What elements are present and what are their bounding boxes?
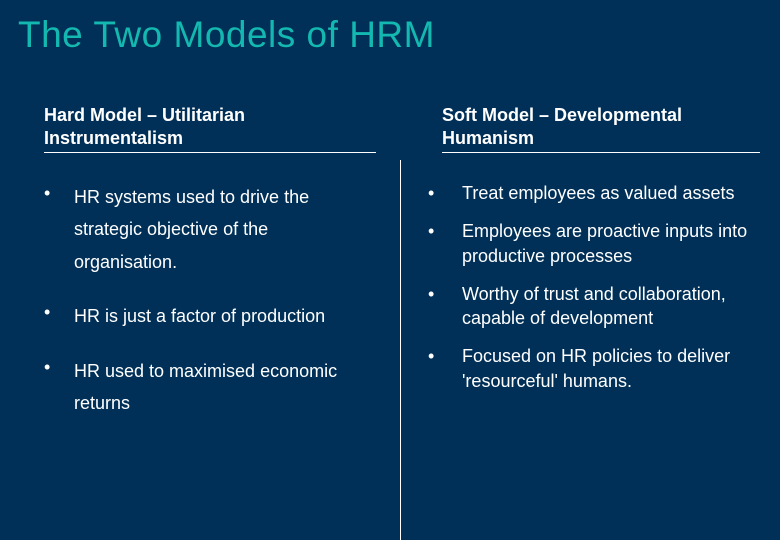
bullet-text: HR is just a factor of production: [74, 300, 376, 332]
list-item: • HR is just a factor of production: [44, 300, 376, 332]
right-column: Soft Model – Developmental Humanism • Tr…: [400, 104, 760, 441]
slide-title: The Two Models of HRM: [18, 14, 760, 56]
slide: The Two Models of HRM Hard Model – Utili…: [0, 0, 780, 540]
bullet-text: Employees are proactive inputs into prod…: [462, 219, 760, 268]
list-item: • Treat employees as valued assets: [428, 181, 760, 205]
bullet-text: Focused on HR policies to deliver 'resou…: [462, 344, 760, 393]
bullet-text: HR used to maximised economic returns: [74, 355, 376, 420]
list-item: • HR systems used to drive the strategic…: [44, 181, 376, 278]
bullet-text: Worthy of trust and collaboration, capab…: [462, 282, 760, 331]
bullet-text: Treat employees as valued assets: [462, 181, 760, 205]
right-bullet-list: • Treat employees as valued assets • Emp…: [428, 181, 760, 393]
bullet-icon: •: [428, 181, 462, 205]
bullet-icon: •: [428, 219, 462, 268]
left-bullet-list: • HR systems used to drive the strategic…: [44, 181, 376, 419]
vertical-divider: [400, 160, 401, 540]
right-heading: Soft Model – Developmental Humanism: [442, 104, 760, 153]
list-item: • Employees are proactive inputs into pr…: [428, 219, 760, 268]
bullet-icon: •: [44, 181, 74, 278]
left-column: Hard Model – Utilitarian Instrumentalism…: [44, 104, 400, 441]
columns-container: Hard Model – Utilitarian Instrumentalism…: [18, 104, 760, 441]
list-item: • Worthy of trust and collaboration, cap…: [428, 282, 760, 331]
bullet-icon: •: [44, 300, 74, 332]
list-item: • Focused on HR policies to deliver 'res…: [428, 344, 760, 393]
bullet-icon: •: [428, 282, 462, 331]
list-item: • HR used to maximised economic returns: [44, 355, 376, 420]
bullet-icon: •: [44, 355, 74, 420]
bullet-text: HR systems used to drive the strategic o…: [74, 181, 376, 278]
left-heading: Hard Model – Utilitarian Instrumentalism: [44, 104, 376, 153]
bullet-icon: •: [428, 344, 462, 393]
